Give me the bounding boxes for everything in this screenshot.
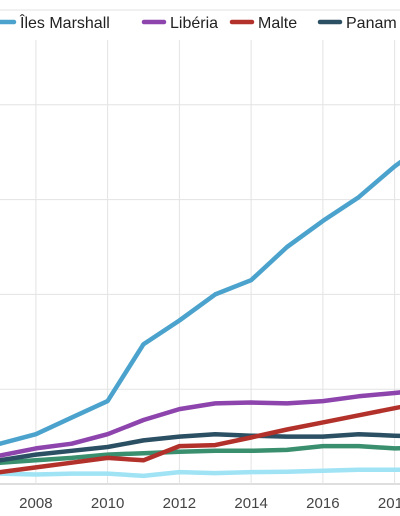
legend: Îles Marshall Libéria Malte Panam xyxy=(0,13,397,32)
x-axis-ticks: 2008 2010 2012 2014 2016 2018 xyxy=(19,495,400,512)
legend-label-2: Malte xyxy=(258,15,297,32)
series-line-1 xyxy=(0,390,400,458)
series-line-5 xyxy=(0,467,400,479)
legend-label-3: Panam xyxy=(346,15,397,32)
x-tick-label-5: 2018 xyxy=(378,495,400,512)
x-tick-label-3: 2014 xyxy=(234,495,267,512)
series-line-3 xyxy=(0,431,400,463)
x-tick-label-4: 2016 xyxy=(306,495,339,512)
gridlines xyxy=(0,9,400,485)
series-line-4 xyxy=(0,443,400,465)
series-line-2 xyxy=(0,404,400,475)
series-line-0 xyxy=(0,159,400,446)
x-tick-label-2: 2012 xyxy=(163,495,196,512)
series-lines xyxy=(0,159,400,479)
x-tick-label-1: 2010 xyxy=(91,495,124,512)
x-tick-label-0: 2008 xyxy=(19,495,52,512)
legend-label-1: Libéria xyxy=(170,15,218,32)
legend-label-0: Îles Marshall xyxy=(19,13,110,32)
